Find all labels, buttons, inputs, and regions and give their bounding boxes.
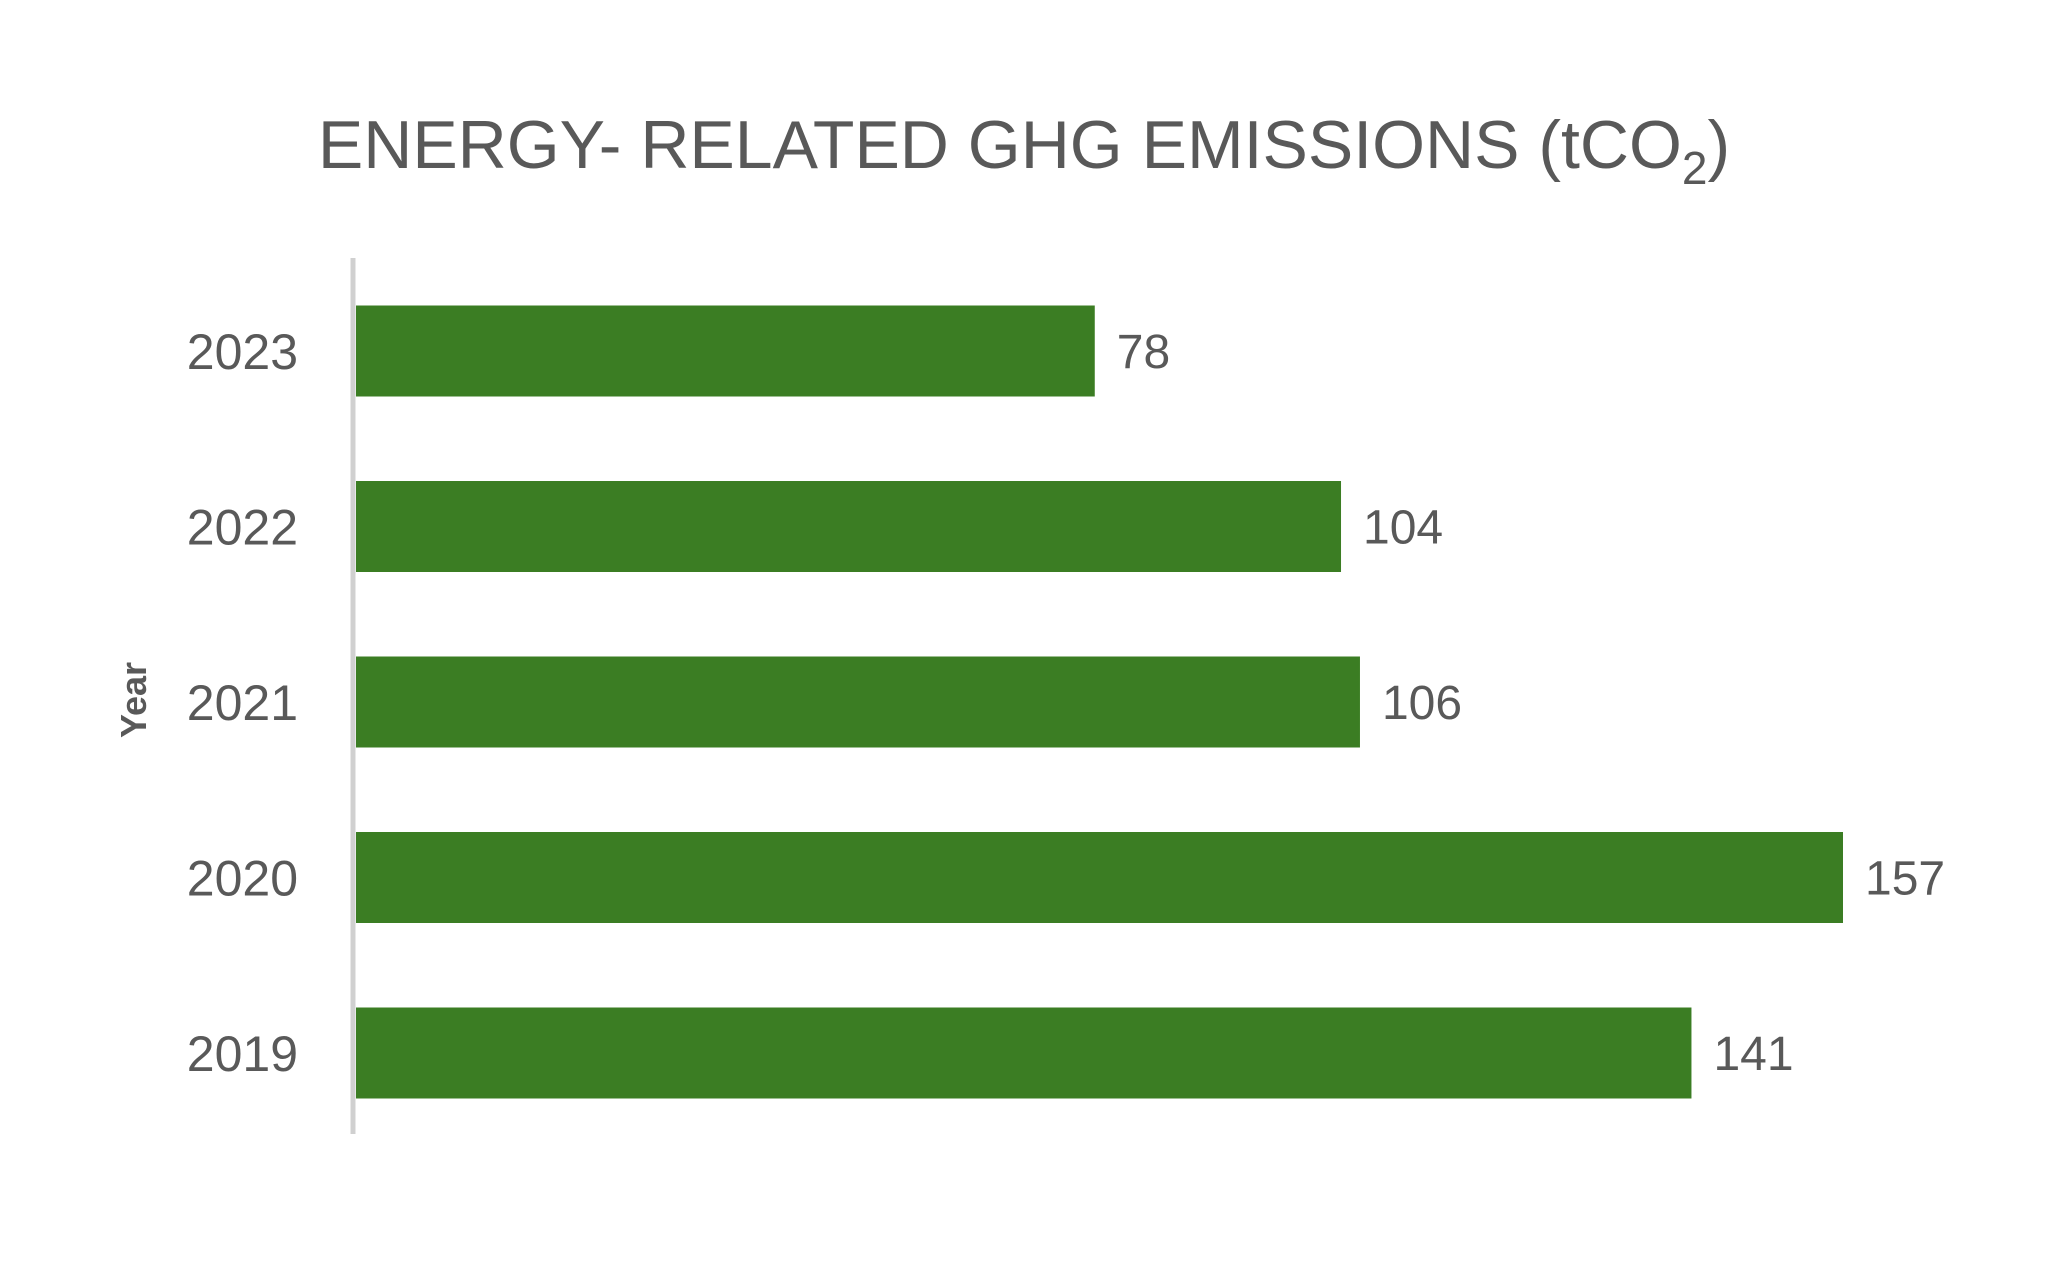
data-label-2020: 157 [1865,853,1945,906]
chart-title: ENERGY- RELATED GHG EMISSIONS (tCO2) [318,107,1730,194]
chart-title-suffix: ) [1707,107,1730,183]
y-tick-label-2022: 2022 [187,500,298,556]
chart-title-subscript: 2 [1682,142,1708,194]
bars-group: 2023 78 2022 104 2021 106 2020 157 2019 141 [187,305,1945,1099]
data-label-2019: 141 [1713,1028,1793,1081]
data-label-2023: 78 [1117,326,1170,379]
y-tick-label-2021: 2021 [187,675,298,731]
data-label-2022: 104 [1363,502,1443,555]
bar-2023 [356,305,1095,397]
y-tick-label-2023: 2023 [187,324,298,380]
bar-2022 [356,481,1342,572]
bar-2020 [356,832,1843,923]
bar-2019 [356,1007,1692,1099]
y-tick-label-2019: 2019 [187,1026,298,1082]
data-label-2021: 106 [1382,677,1462,730]
y-tick-label-2020: 2020 [187,851,298,907]
y-axis-label: Year [113,662,154,738]
bar-2021 [356,656,1360,748]
